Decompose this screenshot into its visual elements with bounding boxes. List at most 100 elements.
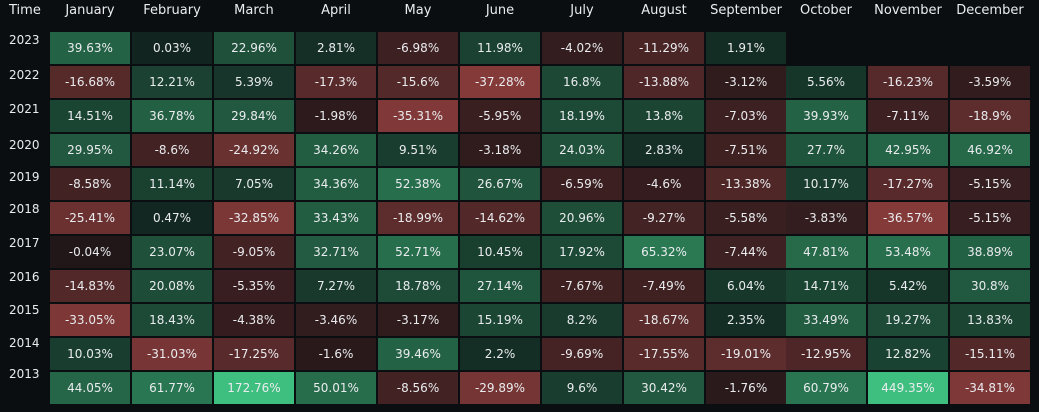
cell-2023-august: -11.29%	[624, 32, 704, 64]
cell-2013-june: -29.89%	[460, 372, 540, 404]
cell-2020-july: 24.03%	[542, 134, 622, 166]
cell-2017-july: 17.92%	[542, 236, 622, 268]
cell-2021-december: -18.9%	[950, 100, 1030, 132]
cell-2017-january: -0.04%	[50, 236, 130, 268]
cell-2018-may: -18.99%	[378, 202, 458, 234]
row-label-2014: 2014	[9, 336, 40, 350]
cell-2018-march: -32.85%	[214, 202, 294, 234]
cell-2019-march: 7.05%	[214, 168, 294, 200]
cell-2019-february: 11.14%	[132, 168, 212, 200]
cell-2018-october: -3.83%	[786, 202, 866, 234]
cell-2014-may: 39.46%	[378, 338, 458, 370]
cell-2017-december: 38.89%	[950, 236, 1030, 268]
cell-2017-april: 32.71%	[296, 236, 376, 268]
cell-2013-july: 9.6%	[542, 372, 622, 404]
cell-2013-april: 50.01%	[296, 372, 376, 404]
cell-2020-november: 42.95%	[868, 134, 948, 166]
cell-2022-february: 12.21%	[132, 66, 212, 98]
cell-2016-april: 7.27%	[296, 270, 376, 302]
cell-2020-september: -7.51%	[706, 134, 786, 166]
row-label-2023: 2023	[9, 33, 40, 47]
cell-2019-august: -4.6%	[624, 168, 704, 200]
row-label-2013: 2013	[9, 367, 40, 381]
cell-2015-december: 13.83%	[950, 304, 1030, 336]
cell-2022-september: -3.12%	[706, 66, 786, 98]
cell-2017-august: 65.32%	[624, 236, 704, 268]
cell-2019-december: -5.15%	[950, 168, 1030, 200]
cell-2016-august: -7.49%	[624, 270, 704, 302]
cell-2021-march: 29.84%	[214, 100, 294, 132]
cell-2015-november: 19.27%	[868, 304, 948, 336]
cell-2019-may: 52.38%	[378, 168, 458, 200]
cell-2021-november: -7.11%	[868, 100, 948, 132]
cell-2016-may: 18.78%	[378, 270, 458, 302]
cell-2013-august: 30.42%	[624, 372, 704, 404]
row-label-2019: 2019	[9, 170, 40, 184]
row-label-2022: 2022	[9, 68, 40, 82]
cell-2019-november: -17.27%	[868, 168, 948, 200]
row-label-2021: 2021	[9, 102, 40, 116]
cell-2016-july: -7.67%	[542, 270, 622, 302]
cell-2018-december: -5.15%	[950, 202, 1030, 234]
cell-2020-june: -3.18%	[460, 134, 540, 166]
cell-2020-december: 46.92%	[950, 134, 1030, 166]
cell-2020-april: 34.26%	[296, 134, 376, 166]
cell-2018-august: -9.27%	[624, 202, 704, 234]
cell-2016-september: 6.04%	[706, 270, 786, 302]
cell-2019-september: -13.38%	[706, 168, 786, 200]
row-label-2020: 2020	[9, 138, 40, 152]
cell-2014-april: -1.6%	[296, 338, 376, 370]
row-label-2015: 2015	[9, 303, 40, 317]
cell-2019-july: -6.59%	[542, 168, 622, 200]
row-label-2018: 2018	[9, 202, 40, 216]
cell-2019-october: 10.17%	[786, 168, 866, 200]
cell-2016-february: 20.08%	[132, 270, 212, 302]
row-label-2016: 2016	[9, 270, 40, 284]
cell-2014-july: -9.69%	[542, 338, 622, 370]
cell-2023-june: 11.98%	[460, 32, 540, 64]
cell-2014-february: -31.03%	[132, 338, 212, 370]
cell-2014-june: 2.2%	[460, 338, 540, 370]
cell-2021-october: 39.93%	[786, 100, 866, 132]
cell-2016-march: -5.35%	[214, 270, 294, 302]
column-header-march: March	[234, 3, 274, 18]
cell-2017-may: 52.71%	[378, 236, 458, 268]
column-header-june: June	[485, 3, 515, 18]
cell-2018-april: 33.43%	[296, 202, 376, 234]
cell-2014-november: 12.82%	[868, 338, 948, 370]
cell-2015-february: 18.43%	[132, 304, 212, 336]
column-header-august: August	[641, 3, 687, 18]
cell-2015-june: 15.19%	[460, 304, 540, 336]
cell-2015-january: -33.05%	[50, 304, 130, 336]
cell-2023-april: 2.81%	[296, 32, 376, 64]
cell-2022-march: 5.39%	[214, 66, 294, 98]
cell-2014-january: 10.03%	[50, 338, 130, 370]
cell-2018-july: 20.96%	[542, 202, 622, 234]
cell-2022-august: -13.88%	[624, 66, 704, 98]
cell-2018-february: 0.47%	[132, 202, 212, 234]
cell-2019-april: 34.36%	[296, 168, 376, 200]
cell-2021-august: 13.8%	[624, 100, 704, 132]
cell-2021-april: -1.98%	[296, 100, 376, 132]
cell-2023-march: 22.96%	[214, 32, 294, 64]
cell-2023-february: 0.03%	[132, 32, 212, 64]
cell-2017-november: 53.48%	[868, 236, 948, 268]
cell-2022-july: 16.8%	[542, 66, 622, 98]
cell-2013-september: -1.76%	[706, 372, 786, 404]
cell-2020-march: -24.92%	[214, 134, 294, 166]
cell-2013-may: -8.56%	[378, 372, 458, 404]
cell-2023-may: -6.98%	[378, 32, 458, 64]
cell-2021-may: -35.31%	[378, 100, 458, 132]
cell-2022-october: 5.56%	[786, 66, 866, 98]
cell-2013-december: -34.81%	[950, 372, 1030, 404]
column-header-september: September	[710, 3, 782, 18]
cell-2022-november: -16.23%	[868, 66, 948, 98]
cell-2022-june: -37.28%	[460, 66, 540, 98]
column-header-april: April	[321, 3, 351, 18]
cell-2020-may: 9.51%	[378, 134, 458, 166]
cell-2013-october: 60.79%	[786, 372, 866, 404]
cell-2017-october: 47.81%	[786, 236, 866, 268]
cell-2020-february: -8.6%	[132, 134, 212, 166]
cell-2015-july: 8.2%	[542, 304, 622, 336]
corner-label: Time	[9, 3, 41, 18]
